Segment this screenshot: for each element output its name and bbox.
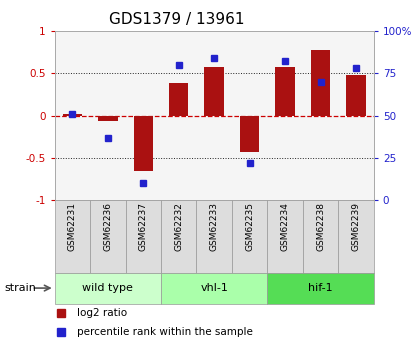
- Text: hif-1: hif-1: [308, 283, 333, 293]
- Bar: [55, 273, 161, 304]
- Text: GSM62238: GSM62238: [316, 202, 325, 251]
- Text: GSM62235: GSM62235: [245, 202, 254, 251]
- Bar: [268, 200, 303, 273]
- Bar: [161, 273, 268, 304]
- Bar: [161, 200, 197, 273]
- Bar: [339, 200, 374, 273]
- Bar: [169, 83, 189, 116]
- Text: GSM62234: GSM62234: [281, 202, 290, 251]
- Bar: [197, 200, 232, 273]
- Bar: [303, 200, 339, 273]
- Text: log2 ratio: log2 ratio: [77, 308, 127, 318]
- Bar: [63, 114, 82, 116]
- Text: GSM62233: GSM62233: [210, 202, 219, 251]
- Bar: [276, 67, 295, 116]
- Text: percentile rank within the sample: percentile rank within the sample: [77, 327, 253, 337]
- Text: GSM62236: GSM62236: [103, 202, 112, 251]
- Text: GSM62237: GSM62237: [139, 202, 148, 251]
- Text: GSM62232: GSM62232: [174, 202, 183, 251]
- Bar: [55, 200, 90, 273]
- Bar: [232, 200, 268, 273]
- Text: GSM62231: GSM62231: [68, 202, 77, 251]
- Bar: [268, 273, 374, 304]
- Bar: [90, 200, 126, 273]
- Bar: [346, 75, 366, 116]
- Bar: [98, 116, 118, 121]
- Text: vhl-1: vhl-1: [200, 283, 228, 293]
- Bar: [311, 50, 331, 116]
- Bar: [134, 116, 153, 170]
- Text: wild type: wild type: [82, 283, 133, 293]
- Text: GDS1379 / 13961: GDS1379 / 13961: [109, 12, 244, 27]
- Bar: [205, 67, 224, 116]
- Text: strain: strain: [4, 283, 36, 293]
- Bar: [240, 116, 260, 152]
- Text: GSM62239: GSM62239: [352, 202, 360, 251]
- Bar: [126, 200, 161, 273]
